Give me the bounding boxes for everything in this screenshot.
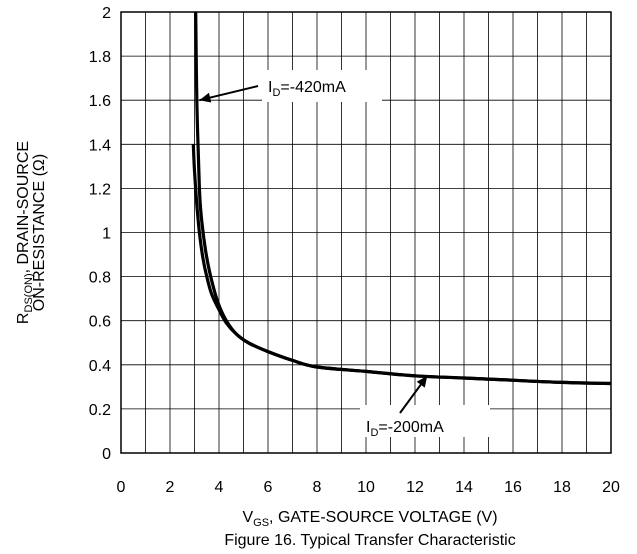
x-tick-label: 12 [406,479,424,496]
y-tick-label: 0.4 [89,358,111,375]
figure-caption: Figure 16. Typical Transfer Characterist… [224,532,515,549]
y-tick-label: 1 [102,226,111,243]
annotation-label: ID=-200mA [366,419,444,439]
plot-area-frame [120,11,612,454]
x-tick-label: 8 [313,479,322,496]
annotation-arrowhead [416,375,428,388]
x-tick-label: 2 [166,479,175,496]
x-tick-labels: 0 2 4 6 8 10 12 14 16 18 20 [117,479,620,496]
series-layer [191,11,612,386]
x-tick-label: 4 [215,479,224,496]
y-tick-label: 0.2 [89,402,111,419]
y-tick-label: 0.8 [89,270,111,287]
annotation-arrowhead [199,92,212,103]
y-axis-label-line2: ON-RESISTANCE (Ω) [31,154,48,311]
annotations: ID=-420mA ID=-200mA [199,70,490,439]
annotation-label: ID=-420mA [268,79,346,99]
y-tick-label: 0.6 [89,314,111,331]
x-tick-label: 20 [602,479,620,496]
y-tick-label: 1.8 [89,49,111,66]
x-tick-label: 10 [357,479,375,496]
y-tick-labels: 0 0.2 0.4 0.6 0.8 1 1.2 1.4 1.6 1.8 2 [89,5,111,463]
x-tick-label: 16 [504,479,522,496]
x-axis-label: VGS, GATE-SOURCE VOLTAGE (V) [242,509,497,529]
y-tick-label: 2 [102,5,111,22]
annotation-box [360,405,490,437]
y-tick-label: 0 [102,446,111,463]
x-tick-label: 6 [264,479,273,496]
annotation-box [262,70,382,102]
y-axis-label-line1: RDS(ON), DRAIN-SOURCE [15,141,35,324]
y-axis-label: RDS(ON), DRAIN-SOURCE ON-RESISTANCE (Ω) [15,141,48,324]
x-tick-label: 14 [455,479,473,496]
series-line-1 [191,144,612,386]
y-tick-label: 1.2 [89,181,111,198]
x-tick-label: 0 [117,479,126,496]
y-tick-label: 1.4 [89,137,111,154]
y-tick-label: 1.6 [89,93,111,110]
x-tick-label: 18 [553,479,571,496]
